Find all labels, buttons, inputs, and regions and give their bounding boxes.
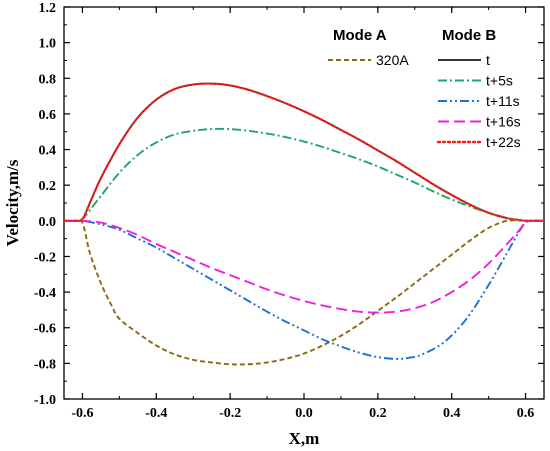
y-tick-label: 1.2: [39, 1, 57, 16]
axes-group: -0.6 -0.4 -0.2 0.0 0.2 0.4 0.6 -1.0 -0.8 -0.6 -0.4…: [34, 1, 545, 421]
series-group: [62, 82, 546, 366]
x-tick-label: -0.2: [219, 406, 241, 421]
legend: Mode A 320A Mode B t t+5s t+11s t+16s t+22s: [328, 27, 521, 150]
y-tick-label: 0.2: [39, 179, 57, 194]
legend-label-t-22s: t+22s: [486, 134, 521, 150]
x-tick-label: 0.2: [369, 406, 387, 421]
legend-label-t-16s: t+16s: [486, 114, 521, 130]
y-tick-label: 0.4: [39, 144, 57, 159]
legend-label-t: t: [486, 52, 490, 68]
series-line-t-16s: [64, 219, 545, 314]
series-line-t-11s: [64, 219, 545, 360]
x-tick-label: 0.6: [517, 406, 535, 421]
plot-frame: [63, 6, 545, 400]
y-tick-label: -0.6: [34, 322, 56, 337]
x-tick-label: 0.0: [295, 406, 313, 421]
x-tick-label: -0.6: [71, 406, 93, 421]
legend-label-t-5s: t+5s: [486, 73, 513, 89]
x-tick-label: -0.4: [145, 406, 167, 421]
legend-label-320a: 320A: [376, 52, 409, 68]
y-tick-label: 0.8: [39, 72, 57, 87]
series-line-t-22s: [62, 82, 546, 223]
y-tick-label: 1.0: [39, 37, 57, 52]
series-line-t-5s: [63, 127, 544, 222]
y-tick-label: -0.4: [34, 286, 56, 301]
series-line-320a: [63, 218, 544, 366]
y-tick-label: 0.6: [39, 108, 57, 123]
y-tick-label: 0.0: [39, 215, 57, 230]
legend-group-title: Mode A: [333, 27, 387, 44]
legend-group-title: Mode B: [442, 27, 496, 44]
x-axis-title: X,m: [289, 429, 320, 448]
y-tick-label: -1.0: [34, 393, 56, 408]
y-tick-label: -0.8: [34, 357, 56, 372]
legend-label-t-11s: t+11s: [486, 93, 520, 109]
series-line-t: [63, 82, 544, 222]
y-axis-title: Velocity,m/s: [3, 159, 22, 246]
x-tick-label: 0.4: [443, 406, 461, 421]
y-tick-label: -0.2: [34, 250, 56, 265]
